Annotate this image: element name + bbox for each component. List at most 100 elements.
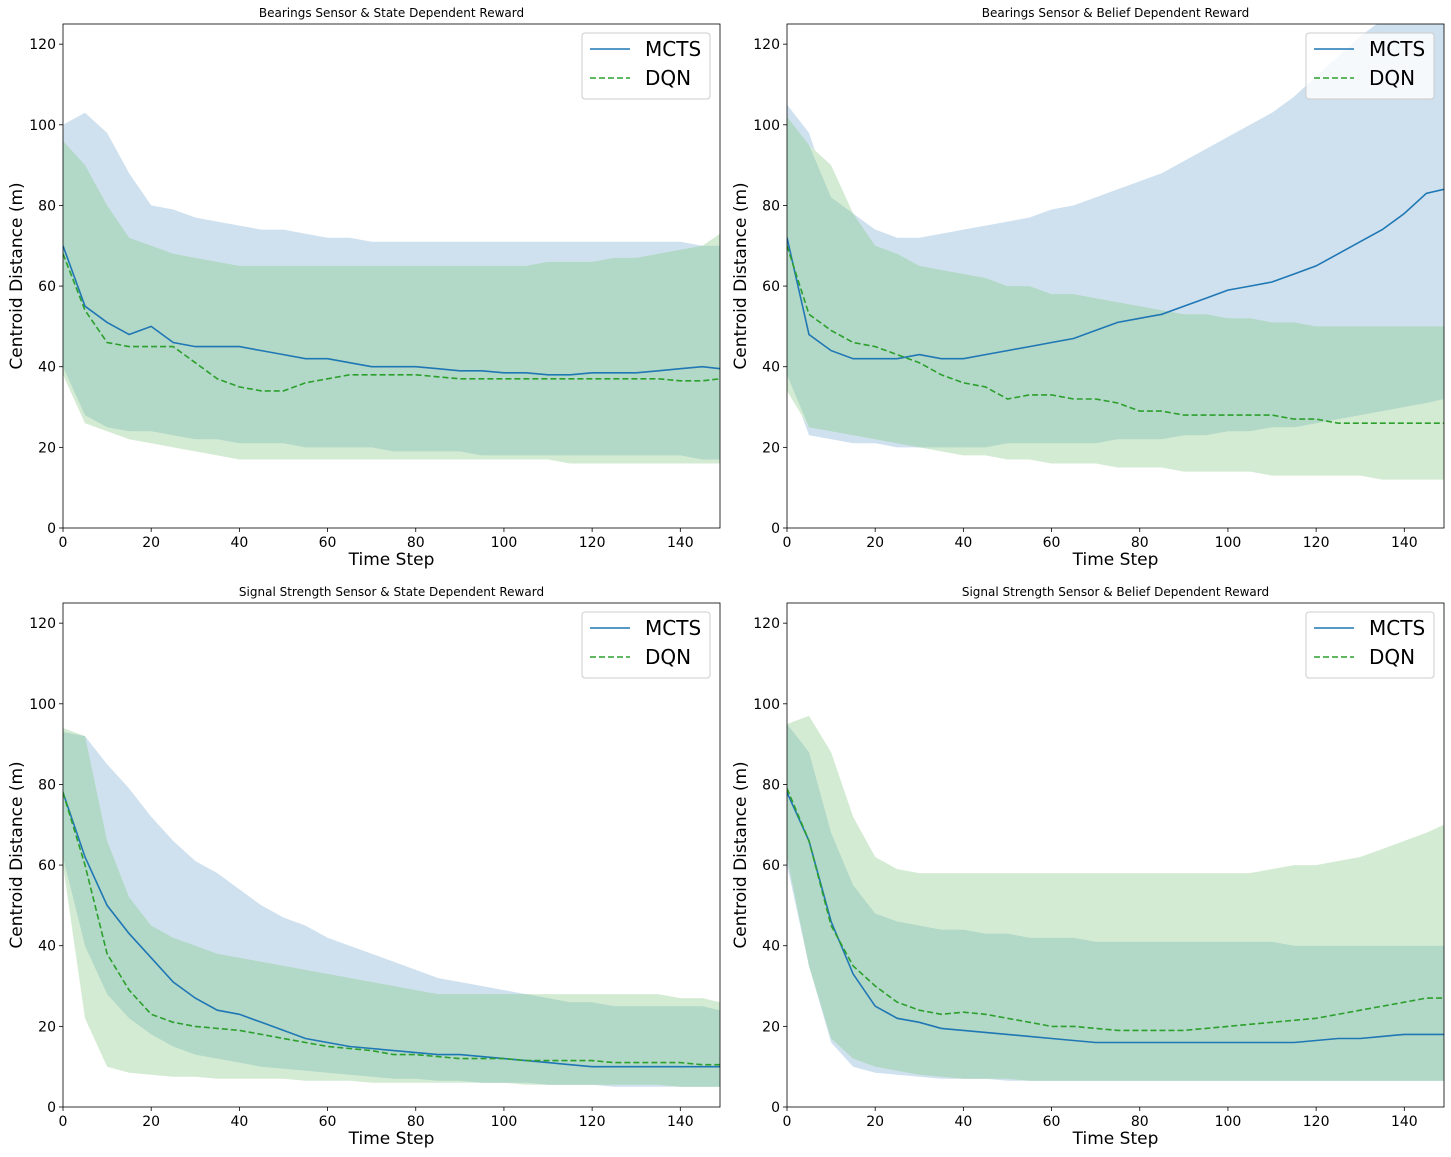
axes-frame <box>62 602 721 1108</box>
x-tick-label: 120 <box>579 1114 606 1130</box>
x-tick-label: 60 <box>319 535 337 551</box>
x-tick-label: 60 <box>1043 535 1061 551</box>
y-tick-label: 0 <box>47 521 56 537</box>
dqn-mean-line <box>787 245 1444 425</box>
x-tick-label: 40 <box>230 1114 248 1130</box>
y-tick-label: 0 <box>47 1100 56 1116</box>
chart-panel-1: 0 20 40 60 80 100 120 140 0 20 40 60 80 100 120 Bearing… <box>7 6 721 570</box>
legend: MCTS DQN <box>581 32 711 100</box>
legend-dqn-label: DQN <box>645 645 691 669</box>
chart-panel-2: 0 20 40 60 80 100 120 140 0 20 40 60 80 100 120 Bearing… <box>731 6 1445 570</box>
y-axis-label: Centroid Distance (m) <box>7 761 27 948</box>
legend: MCTS DQN <box>1305 611 1435 679</box>
y-tick-label: 40 <box>762 360 780 376</box>
axes-frame <box>786 23 1445 529</box>
legend: MCTS DQN <box>581 611 711 679</box>
legend-mcts-label: MCTS <box>1369 37 1425 61</box>
y-tick-label: 60 <box>762 858 780 874</box>
y-tick-label: 120 <box>753 37 780 53</box>
x-tick-label: 80 <box>1131 1114 1149 1130</box>
mcts-mean-line <box>63 792 720 1068</box>
dqn-mean-line <box>63 253 720 392</box>
mcts-mean-line <box>63 245 720 376</box>
x-axis-label: Time Step <box>348 550 435 570</box>
band-overlap <box>63 732 720 1087</box>
y-tick-label: 20 <box>762 1019 780 1035</box>
legend-mcts-label: MCTS <box>1369 616 1425 640</box>
y-tick-label: 80 <box>38 777 56 793</box>
mcts-mean-line <box>787 792 1444 1044</box>
mcts-mean-line <box>787 188 1444 360</box>
x-tick-label: 60 <box>319 1114 337 1130</box>
x-tick-label: 140 <box>1391 1114 1418 1130</box>
dqn-mean-line <box>63 792 720 1066</box>
x-tick-label: 40 <box>954 1114 972 1130</box>
x-tick-label: 120 <box>1303 1114 1330 1130</box>
y-tick-label: 60 <box>38 279 56 295</box>
y-tick-label: 80 <box>762 198 780 214</box>
y-tick-label: 0 <box>771 1100 780 1116</box>
x-tick-label: 60 <box>1043 1114 1061 1130</box>
dqn-mean-line <box>787 788 1444 1032</box>
chart-panel-4: 0 20 40 60 80 100 120 140 0 20 40 60 80 100 120 Signal … <box>731 585 1445 1149</box>
legend: MCTS DQN <box>1305 32 1435 100</box>
legend-mcts-label: MCTS <box>645 37 701 61</box>
axes-frame <box>786 602 1445 1108</box>
x-axis-label: Time Step <box>348 1129 435 1149</box>
x-tick-label: 0 <box>783 535 792 551</box>
y-tick-label: 60 <box>762 279 780 295</box>
x-tick-label: 140 <box>667 535 694 551</box>
x-tick-label: 100 <box>1215 1114 1242 1130</box>
x-tick-label: 140 <box>667 1114 694 1130</box>
plot-area <box>787 24 1444 480</box>
y-tick-label: 20 <box>38 1019 56 1035</box>
chart-title: Bearings Sensor & State Dependent Reward <box>259 6 524 20</box>
y-tick-label: 40 <box>38 360 56 376</box>
y-tick-label: 80 <box>38 198 56 214</box>
x-tick-label: 120 <box>579 535 606 551</box>
y-tick-label: 60 <box>38 858 56 874</box>
x-tick-label: 120 <box>1303 535 1330 551</box>
x-tick-label: 20 <box>142 1114 160 1130</box>
plot-area <box>63 112 720 464</box>
legend-dqn-label: DQN <box>645 66 691 90</box>
x-tick-label: 100 <box>491 535 518 551</box>
y-tick-label: 120 <box>753 616 780 632</box>
chart-panel-3: 0 20 40 60 80 100 120 140 0 20 40 60 80 100 120 Signal … <box>7 585 721 1149</box>
x-tick-label: 80 <box>407 535 425 551</box>
y-tick-label: 100 <box>29 118 56 134</box>
y-tick-label: 40 <box>38 939 56 955</box>
legend-mcts-label: MCTS <box>645 616 701 640</box>
x-tick-label: 0 <box>783 1114 792 1130</box>
x-tick-label: 140 <box>1391 535 1418 551</box>
x-tick-label: 80 <box>1131 535 1149 551</box>
legend-dqn-label: DQN <box>1369 66 1415 90</box>
x-tick-label: 100 <box>1215 535 1242 551</box>
band-overlap <box>787 116 1444 448</box>
y-tick-label: 100 <box>753 118 780 134</box>
chart-title: Signal Strength Sensor & Belief Dependen… <box>962 585 1269 599</box>
x-tick-label: 80 <box>407 1114 425 1130</box>
plot-area <box>787 715 1444 1081</box>
y-tick-label: 120 <box>29 616 56 632</box>
x-tick-label: 20 <box>142 535 160 551</box>
x-tick-label: 40 <box>954 535 972 551</box>
y-tick-label: 20 <box>38 440 56 456</box>
chart-title: Signal Strength Sensor & State Dependent… <box>239 585 544 599</box>
y-tick-label: 0 <box>771 521 780 537</box>
y-tick-label: 40 <box>762 939 780 955</box>
x-axis-label: Time Step <box>1072 1129 1159 1149</box>
band-overlap <box>63 140 720 460</box>
plot-area <box>63 728 720 1087</box>
y-tick-label: 20 <box>762 440 780 456</box>
x-tick-label: 0 <box>59 535 68 551</box>
x-tick-label: 20 <box>866 1114 884 1130</box>
axes-frame <box>62 23 721 529</box>
chart-title: Bearings Sensor & Belief Dependent Rewar… <box>982 6 1249 20</box>
y-tick-label: 100 <box>753 697 780 713</box>
y-axis-label: Centroid Distance (m) <box>731 182 751 369</box>
legend-dqn-label: DQN <box>1369 645 1415 669</box>
y-tick-label: 80 <box>762 777 780 793</box>
y-axis-label: Centroid Distance (m) <box>731 761 751 948</box>
